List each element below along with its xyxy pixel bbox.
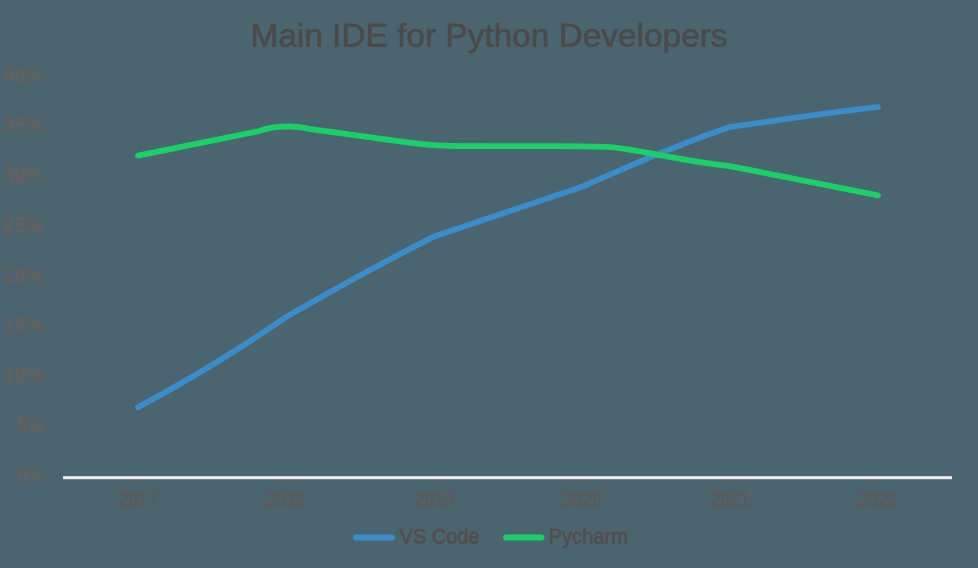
svg-text:10%: 10% [4,363,45,388]
svg-text:40%: 40% [4,63,45,88]
svg-text:2019: 2019 [414,487,454,512]
svg-text:20%: 20% [4,263,45,288]
svg-text:2020: 2020 [562,487,602,512]
svg-text:2021: 2021 [710,487,750,512]
svg-text:Main IDE for Python Developers: Main IDE for Python Developers [251,18,728,54]
svg-text:5%: 5% [17,412,44,437]
svg-text:2017: 2017 [118,487,158,512]
svg-text:2022: 2022 [858,487,898,512]
svg-text:0%: 0% [17,462,44,487]
svg-text:25%: 25% [4,213,45,238]
svg-text:30%: 30% [4,163,45,188]
svg-text:VS Code: VS Code [400,526,480,549]
svg-text:35%: 35% [4,113,45,138]
svg-text:Pycharm: Pycharm [549,526,629,549]
svg-text:15%: 15% [4,313,45,338]
svg-text:2018: 2018 [266,487,306,512]
